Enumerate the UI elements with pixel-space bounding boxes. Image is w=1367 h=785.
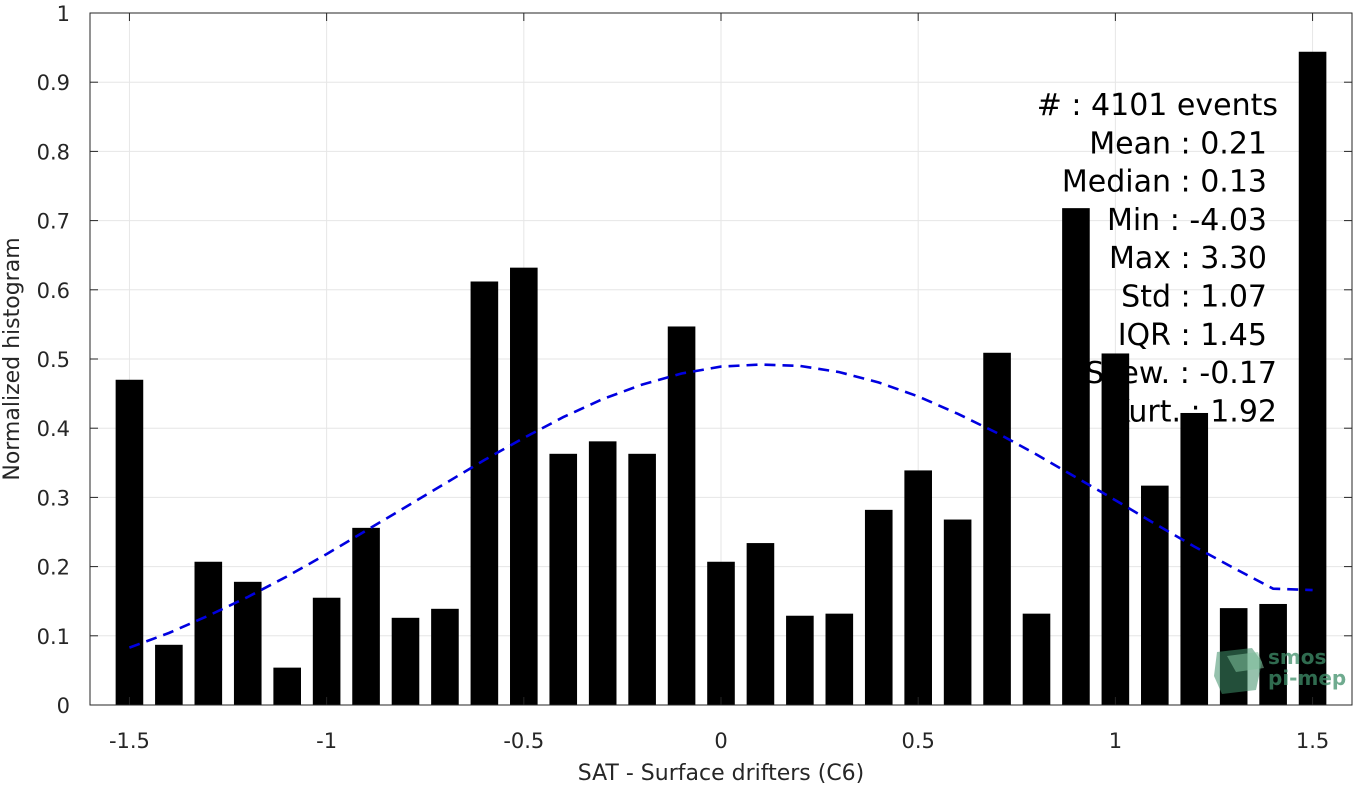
x-tick-label: 0 — [714, 729, 727, 753]
stats-line: # : 4101 events — [1037, 88, 1278, 123]
x-tick-label: 0.5 — [901, 729, 934, 753]
histogram-bar — [116, 380, 144, 705]
y-tick-label: 0 — [57, 694, 70, 718]
stats-line: Kurt. : 1.92 — [1110, 394, 1277, 429]
stats-line: Std : 1.07 — [1121, 280, 1267, 315]
y-tick-label: 0.1 — [37, 625, 70, 649]
y-tick-label: 0.3 — [37, 486, 70, 510]
y-tick-label: 0.4 — [37, 417, 70, 441]
histogram-bar — [707, 562, 735, 705]
histogram-bar — [1299, 52, 1327, 705]
y-tick-label: 0.5 — [37, 348, 70, 372]
logo-line-2: pi-mep — [1268, 666, 1346, 690]
histogram-bar — [747, 543, 775, 705]
histogram-bar — [1180, 413, 1208, 705]
x-tick-label: -0.5 — [503, 729, 544, 753]
stats-line: Median : 0.13 — [1062, 165, 1267, 200]
histogram-bar — [392, 618, 420, 705]
y-axis-title: Normalized histogram — [0, 237, 25, 480]
histogram-bar — [549, 454, 577, 705]
y-tick-label: 0.2 — [37, 556, 70, 580]
y-tick-label: 0.7 — [37, 210, 70, 234]
histogram-bar — [865, 510, 893, 705]
stats-line: Skew. : -0.17 — [1085, 356, 1277, 391]
stats-line: IQR : 1.45 — [1118, 318, 1267, 353]
x-axis-title: SAT - Surface drifters (C6) — [578, 761, 865, 785]
y-tick-label: 0.8 — [37, 140, 70, 164]
histogram-bar — [273, 668, 301, 705]
x-tick-label: 1.5 — [1296, 729, 1329, 753]
histogram-bar — [786, 616, 814, 705]
x-tick-label: 1 — [1109, 729, 1122, 753]
x-tick-label: -1 — [316, 729, 337, 753]
y-tick-label: 1 — [57, 2, 70, 26]
histogram-bar — [826, 614, 854, 705]
histogram-bar — [944, 520, 972, 705]
histogram-bar — [1023, 614, 1051, 705]
histogram-bar — [155, 645, 183, 705]
histogram-bar — [510, 268, 538, 705]
smos-pi-mep-logo: smos pi-mep — [1214, 645, 1346, 694]
histogram-bar — [1062, 208, 1090, 705]
x-tick-label: -1.5 — [109, 729, 150, 753]
histogram-bar — [471, 281, 499, 705]
histogram-bar — [352, 528, 380, 705]
y-tick-label: 0.9 — [37, 71, 70, 95]
histogram-bar — [589, 441, 617, 705]
histogram-bar — [628, 454, 656, 705]
stats-line: Min : -4.03 — [1107, 203, 1267, 238]
stats-line: Max : 3.30 — [1109, 241, 1267, 276]
stats-line: Mean : 0.21 — [1089, 126, 1267, 161]
histogram-bar — [431, 609, 459, 705]
histogram-bar — [668, 326, 696, 705]
histogram-bar — [904, 470, 932, 705]
histogram-bar — [195, 562, 223, 705]
histogram-bar — [983, 353, 1011, 705]
histogram-bar — [313, 598, 341, 705]
y-tick-label: 0.6 — [37, 279, 70, 303]
